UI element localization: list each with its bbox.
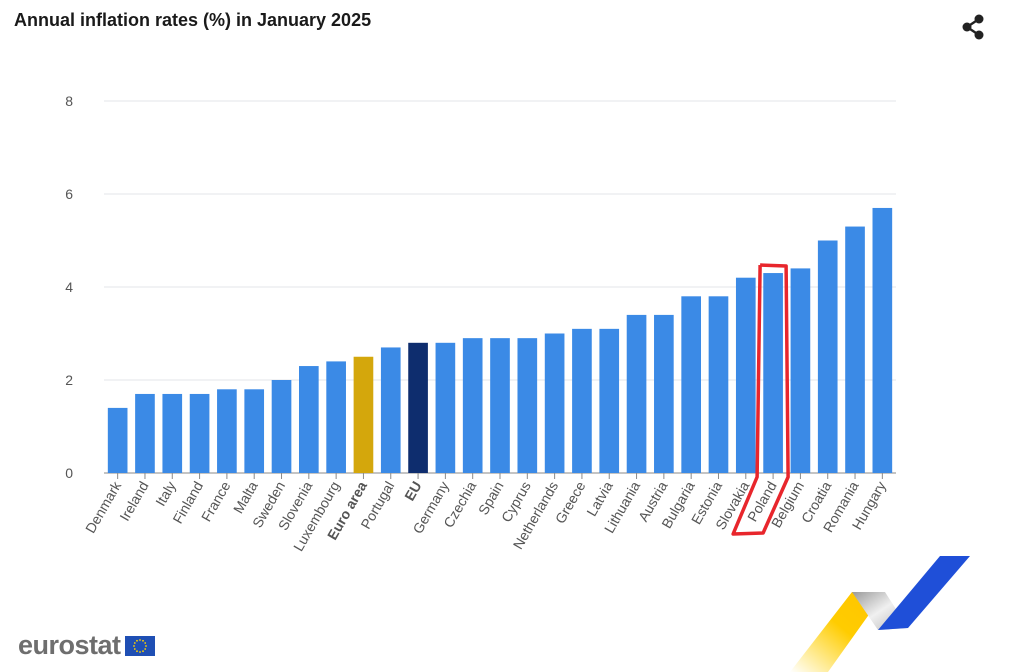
bar-portugal[interactable] [380, 347, 401, 473]
bar-eu[interactable] [408, 342, 428, 473]
y-tick-label: 2 [65, 372, 73, 388]
decorative-ribbon [790, 556, 970, 672]
bar-euro-area[interactable] [353, 356, 374, 473]
y-tick-label: 0 [65, 465, 73, 481]
bar-bulgaria[interactable] [681, 296, 701, 473]
x-tick-label: Denmark [82, 478, 125, 536]
bar-belgium[interactable] [790, 268, 811, 473]
share-icon[interactable] [958, 12, 988, 42]
eurostat-logo: eurostat [18, 630, 155, 661]
bar-netherlands[interactable] [544, 333, 565, 474]
bar-austria[interactable] [654, 314, 674, 473]
bar-sweden[interactable] [271, 380, 292, 473]
bar-estonia[interactable] [708, 296, 729, 473]
page-title: Annual inflation rates (%) in January 20… [14, 10, 372, 30]
bar-finland[interactable] [189, 393, 210, 473]
bar-malta[interactable] [244, 389, 265, 473]
bar-cyprus[interactable] [517, 338, 538, 473]
bar-latvia[interactable] [599, 328, 620, 473]
bar-hungary[interactable] [872, 207, 893, 473]
bar-slovenia[interactable] [299, 366, 319, 473]
y-tick-label: 8 [65, 93, 73, 109]
x-tick-label: Italy [152, 479, 179, 509]
bar-italy[interactable] [162, 393, 183, 473]
y-tick-label: 6 [65, 186, 73, 202]
bar-romania[interactable] [845, 226, 865, 473]
bar-france[interactable] [217, 389, 237, 473]
bar-poland[interactable] [763, 273, 783, 473]
bar-czechia[interactable] [462, 338, 483, 473]
highlight-outline-poland [731, 263, 790, 536]
bar-germany[interactable] [435, 342, 456, 473]
bar-spain[interactable] [490, 338, 510, 473]
y-tick-label: 4 [65, 279, 73, 295]
bar-croatia[interactable] [817, 240, 838, 474]
bar-slovakia[interactable] [735, 277, 756, 473]
x-tick-label: EU [401, 479, 425, 504]
bar-ireland[interactable] [135, 393, 155, 473]
bar-greece[interactable] [572, 328, 592, 473]
bar-lithuania[interactable] [626, 314, 647, 473]
bar-luxembourg[interactable] [326, 361, 346, 473]
eu-flag-icon [124, 635, 155, 656]
bar-denmark[interactable] [107, 407, 128, 473]
eurostat-wordmark: eurostat [18, 630, 121, 660]
